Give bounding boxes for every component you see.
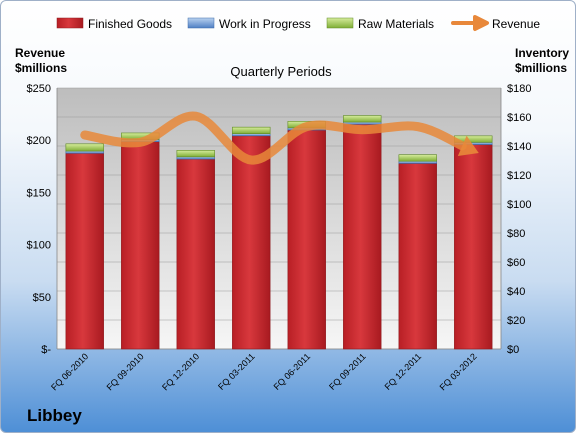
legend-swatch-raw-materials <box>326 17 354 29</box>
left-tick-label: $250 <box>27 83 51 95</box>
bar-raw-materials <box>343 115 382 123</box>
legend-label-raw-materials: Raw Materials <box>358 17 434 31</box>
legend-label-revenue: Revenue <box>492 17 540 31</box>
right-tick-label: $100 <box>507 199 531 211</box>
bar-finished-goods <box>343 123 382 350</box>
legend-item-raw-materials: Raw Materials <box>326 17 434 31</box>
x-axis-ticks: FQ 06-2010 FQ 09-2010 FQ 12-2010 FQ 03-2011… <box>49 351 479 392</box>
right-axis-label-line1: Inventory <box>515 46 569 60</box>
right-tick-label: $180 <box>507 83 531 95</box>
legend-item-work-in-progress: Work in Progress <box>187 17 311 31</box>
bar-work-in-progress <box>398 160 437 164</box>
revenue-arrowhead <box>457 135 479 156</box>
legend: Finished Goods Work in Progress Raw Mate… <box>56 15 540 31</box>
bar-finished-goods <box>232 135 271 350</box>
left-tick-label: $200 <box>27 135 51 147</box>
left-tick-label: $- <box>41 344 51 356</box>
bar-raw-materials <box>232 126 271 134</box>
bar-finished-goods <box>287 129 326 350</box>
right-tick-label: $120 <box>507 170 531 182</box>
left-axis-label-line1: Revenue <box>15 46 65 60</box>
right-tick-label: $140 <box>507 141 531 153</box>
right-tick-label: $0 <box>507 344 519 356</box>
legend-item-revenue: Revenue <box>451 15 540 31</box>
bar-work-in-progress <box>343 121 382 125</box>
bar-raw-materials <box>398 154 437 162</box>
bar-raw-materials <box>176 150 215 158</box>
x-tick-label: FQ 09-2011 <box>327 351 368 392</box>
bar-work-in-progress <box>176 156 215 160</box>
legend-item-finished-goods: Finished Goods <box>56 17 172 31</box>
right-tick-label: $40 <box>507 286 525 298</box>
bar-finished-goods <box>176 158 215 350</box>
bar-finished-goods <box>121 141 160 350</box>
x-tick-label: FQ 06-2010 <box>49 351 90 392</box>
legend-label-work-in-progress: Work in Progress <box>219 17 311 31</box>
x-tick-label: FQ 12-2011 <box>383 351 424 392</box>
bar-finished-goods <box>454 144 493 350</box>
bar-work-in-progress <box>65 150 104 154</box>
x-tick-label: FQ 09-2010 <box>105 351 146 392</box>
x-tick-label: FQ 03-2011 <box>216 351 257 392</box>
legend-swatch-work-in-progress <box>187 17 215 29</box>
right-axis-ticks: $0 $20 $40 $60 $80 $100 $120 $140 $160 $180 <box>507 83 531 356</box>
revenue-line <box>80 111 467 165</box>
x-tick-label: FQ 12-2010 <box>160 351 201 392</box>
right-axis-label-line2: $millions <box>515 61 567 75</box>
bar-raw-materials <box>65 143 104 152</box>
right-tick-label: $80 <box>507 228 525 240</box>
legend-swatch-finished-goods <box>56 17 84 29</box>
chart-title: Quarterly Periods <box>230 64 332 79</box>
bar-finished-goods <box>398 163 437 350</box>
right-tick-label: $160 <box>507 112 531 124</box>
left-tick-label: $150 <box>27 187 51 199</box>
x-tick-label: FQ 06-2011 <box>272 351 313 392</box>
legend-label-finished-goods: Finished Goods <box>88 17 172 31</box>
left-axis-label-line2: $millions <box>15 61 67 75</box>
right-tick-label: $20 <box>507 315 525 327</box>
left-tick-label: $50 <box>33 292 51 304</box>
bar-finished-goods <box>65 152 104 350</box>
bar-work-in-progress <box>232 133 271 137</box>
bar-series <box>65 115 493 350</box>
right-tick-label: $60 <box>507 257 525 269</box>
left-tick-label: $100 <box>27 240 51 252</box>
brand-label: Libbey <box>27 406 82 425</box>
left-axis-ticks: $- $50 $100 $150 $200 $250 <box>27 83 52 356</box>
legend-swatch-revenue <box>451 15 489 31</box>
x-tick-label: FQ 03-2012 <box>438 351 479 392</box>
